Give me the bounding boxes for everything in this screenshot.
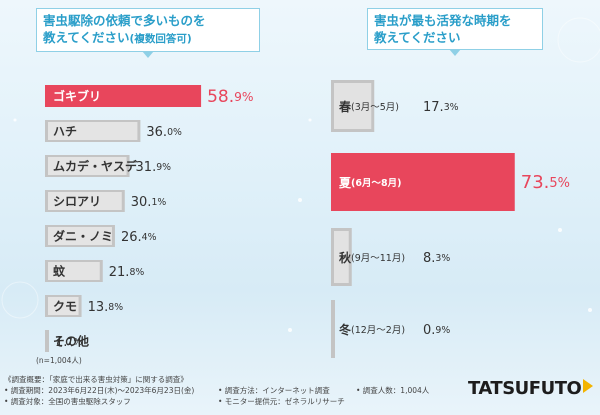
bar-left-value-0: 58.9% bbox=[207, 87, 253, 107]
bar-right-value-2: 8.3% bbox=[423, 251, 450, 266]
bar-left-panel-5 bbox=[48, 262, 100, 280]
bar-right-value-3: 0.9% bbox=[423, 323, 450, 338]
bar-left-panel-1 bbox=[48, 122, 138, 140]
left-chart-title: 害虫駆除の依頼で多いものを 教えてください(複数回答可) bbox=[36, 8, 260, 58]
bar-left-category-5: 蚊 bbox=[53, 264, 66, 279]
bar-left-category-7: その他 bbox=[53, 334, 89, 349]
bar-left-category-4: ダニ・ノミ bbox=[53, 229, 113, 244]
bar-left-panel-4 bbox=[48, 227, 112, 245]
bar-left-panel-2 bbox=[48, 157, 127, 175]
tatsufuto-logo: TATSUFUTO bbox=[468, 378, 594, 399]
bar-left-value-5: 21.8% bbox=[109, 265, 145, 280]
left-title-line1: 害虫駆除の依頼で多いものを bbox=[43, 13, 206, 28]
bar-right-1 bbox=[331, 153, 515, 211]
right-chart-title: 害虫が最も活発な時期を 教えてください bbox=[367, 8, 543, 56]
bar-left-0 bbox=[45, 85, 202, 107]
logo-arrow-icon bbox=[583, 379, 594, 393]
bar-left-value-4: 26.4% bbox=[121, 230, 157, 245]
bar-right-3 bbox=[331, 300, 335, 358]
left-subtitle: (複数回答可) bbox=[129, 33, 192, 45]
survey-method-note: • 調査方法：インターネット調査 bbox=[218, 386, 330, 395]
bar-left-value-2: 31.9% bbox=[136, 160, 172, 175]
bar-left-value-3: 30.1% bbox=[131, 195, 167, 210]
n-label: (n=1,004人) bbox=[36, 356, 82, 365]
right-title-line2: 教えてください bbox=[374, 30, 461, 45]
bar-right-value-0: 17.3% bbox=[423, 100, 459, 115]
bar-right-category-1: 夏(6月〜8月) bbox=[339, 176, 401, 190]
survey-title-note: 《調査概要：「家庭で出来る害虫対策」に関する調査》 bbox=[4, 375, 188, 384]
bar-left-category-1: ハチ bbox=[53, 125, 77, 139]
survey-count-note: • 調査人数：1,004人 bbox=[356, 386, 430, 395]
bar-right-category-2: 秋(9月〜11月) bbox=[339, 250, 405, 265]
bar-right-panel-0 bbox=[334, 83, 372, 129]
bar-left-7 bbox=[45, 330, 49, 352]
bar-left-category-6: クモ bbox=[53, 300, 77, 314]
bar-left-value-6: 13.8% bbox=[88, 300, 124, 315]
bar-right-panel-2 bbox=[334, 231, 349, 283]
bar-left-category-2: ムカデ・ヤスデ bbox=[53, 159, 138, 174]
bar-left-panel-3 bbox=[48, 192, 122, 210]
bar-left-panel-6 bbox=[48, 297, 79, 315]
bar-right-value-1: 73.5% bbox=[521, 172, 570, 193]
bar-left-value-1: 36.0% bbox=[146, 125, 182, 140]
bar-right-category-3: 冬(12月〜2月) bbox=[339, 322, 405, 337]
right-title-line1: 害虫が最も活発な時期を bbox=[374, 13, 512, 28]
bar-left-value-7: 1.1% bbox=[55, 335, 82, 350]
survey-target-note: • 調査対象：全国の害虫駆除スタッフ bbox=[4, 397, 131, 406]
bar-right-category-0: 春(3月〜5月) bbox=[338, 99, 399, 114]
survey-period-note: • 調査期間：2023年6月22日(木)〜2023年6月23日(金) bbox=[4, 386, 195, 395]
bar-left-category-3: シロアリ bbox=[53, 195, 101, 209]
bar-left-category-0: ゴキブリ bbox=[53, 89, 101, 104]
left-title-line2: 教えてください bbox=[43, 30, 130, 45]
survey-provider-note: • モニター提供元：ゼネラルリサーチ bbox=[218, 397, 345, 406]
